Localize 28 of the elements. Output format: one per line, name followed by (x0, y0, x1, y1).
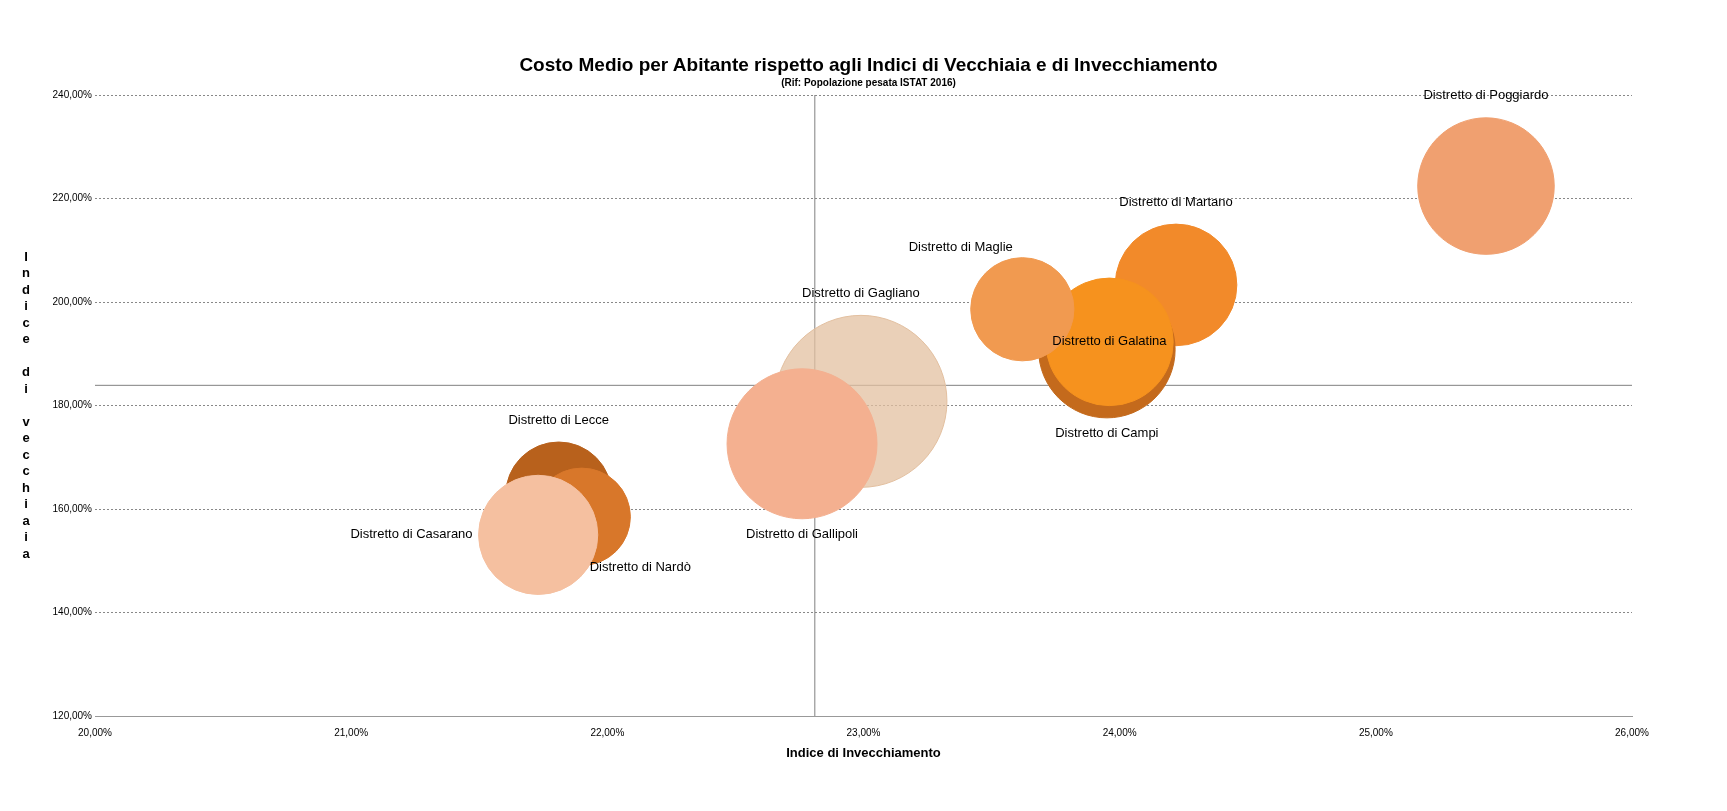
y-tick-label: 140,00% (52, 606, 93, 618)
series-label: Distretto di Galatina (1052, 333, 1168, 349)
series-label: Distretto di Campi (1055, 425, 1159, 441)
series-label: Distretto di Poggiardo (1423, 87, 1549, 103)
y-tick-label: 240,00% (52, 88, 93, 100)
series-label: Distretto di Gallipoli (746, 526, 859, 542)
series-label: Distretto di Martano (1119, 193, 1233, 209)
text: Indice di vecchiaia (22, 248, 30, 561)
series-label: Distretto di Maglie (908, 239, 1013, 255)
x-tick-label: 24,00% (1102, 726, 1137, 738)
chart-title: Costo Medio per Abitante rispetto agli Indici di Vecchiaia e di Invecchiamento (519, 53, 1218, 75)
y-tick-label: 120,00% (52, 709, 93, 721)
chart-subtitle: (Rif: Popolazione pesata ISTAT 2016) (781, 76, 956, 88)
series-label: Distretto di Nardò (589, 558, 691, 574)
series-label: Distretto di Lecce (508, 411, 609, 427)
x-axis-title: Indice di Invecchiamento (786, 745, 941, 761)
y-tick-label: 220,00% (52, 192, 93, 204)
x-tick-label: 25,00% (1358, 726, 1393, 738)
y-tick-label: 180,00% (52, 399, 93, 411)
x-tick-label: 26,00% (1615, 726, 1650, 738)
x-tick-label: 23,00% (846, 726, 881, 738)
x-tick-label: 20,00% (78, 726, 113, 738)
series-label: Distretto di Gagliano (802, 284, 920, 300)
series-label: Distretto di Casarano (350, 526, 473, 542)
y-tick-label: 200,00% (52, 295, 93, 307)
y-tick-label: 160,00% (52, 502, 93, 514)
x-tick-label: 21,00% (334, 726, 369, 738)
x-tick-label: 22,00% (590, 726, 625, 738)
